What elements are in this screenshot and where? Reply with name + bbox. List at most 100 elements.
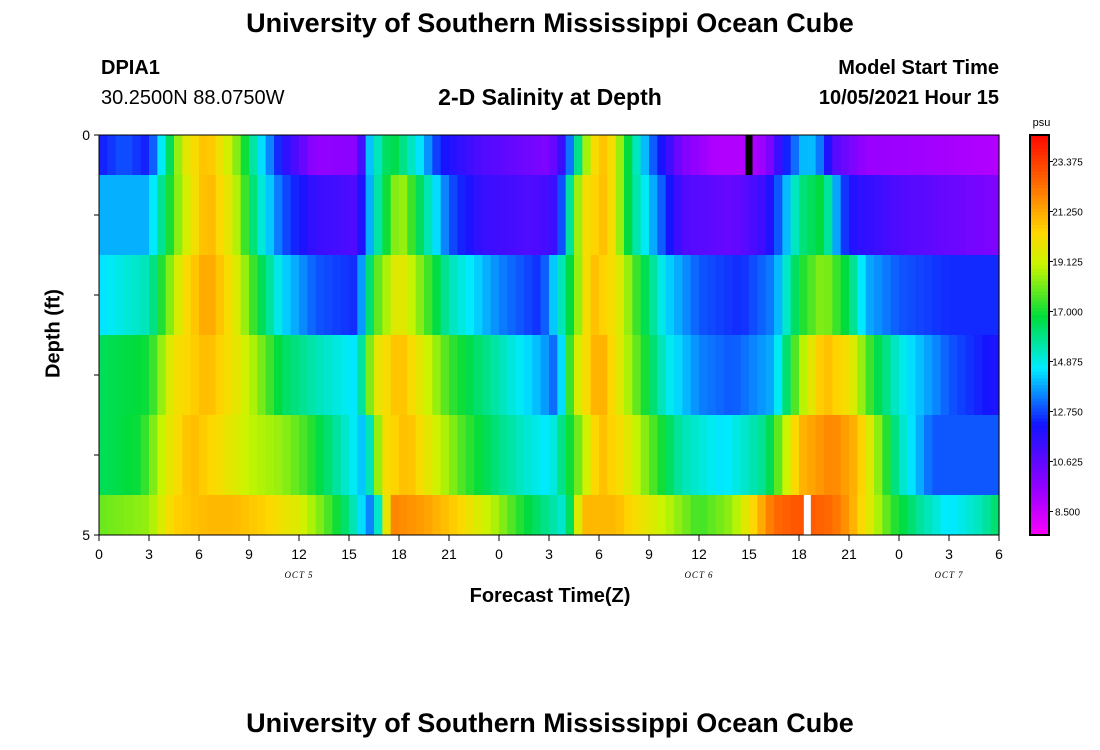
heatmap-cell [615, 495, 625, 535]
heatmap-cell [574, 415, 583, 495]
heatmap-cell [232, 135, 242, 175]
colorbar-segment [1030, 368, 1049, 373]
heatmap-cell [215, 135, 225, 175]
heatmap-cell [140, 335, 150, 415]
heatmap-cell [807, 255, 817, 335]
colorbar-segment [1030, 455, 1049, 459]
colorbar-tick-label: 21.250 [1052, 207, 1083, 218]
heatmap-cell [632, 495, 642, 535]
heatmap-cell [124, 135, 133, 175]
heatmap-cell [315, 335, 325, 415]
heatmap-cell [215, 335, 225, 415]
heatmap-cell [132, 335, 142, 415]
heatmap-cell [632, 415, 642, 495]
heatmap-cell [374, 135, 383, 175]
heatmap-cell [657, 415, 667, 495]
heatmap-cell [599, 495, 608, 535]
heatmap-cell [249, 135, 258, 175]
heatmap-cell [840, 255, 850, 335]
heatmap-cell [249, 255, 258, 335]
heatmap-cell [749, 415, 758, 495]
heatmap-cell [599, 335, 608, 415]
colorbar-segment [1030, 308, 1049, 313]
colorbar-segment [1030, 348, 1049, 353]
heatmap-cell [790, 175, 800, 255]
heatmap-cell [590, 335, 600, 415]
x-tick-label: 3 [945, 546, 953, 562]
colorbar-segment [1030, 275, 1049, 279]
heatmap-cell [849, 415, 858, 495]
colorbar-segment [1030, 361, 1049, 366]
heatmap-cell [140, 415, 150, 495]
heatmap-cell [315, 255, 325, 335]
heatmap-cell [799, 335, 808, 415]
heatmap-cell [432, 135, 442, 175]
colorbar-segment [1030, 408, 1049, 413]
heatmap-cell [957, 495, 967, 535]
heatmap-cell [440, 415, 450, 495]
heatmap-cell [899, 335, 908, 415]
heatmap-cell [749, 255, 758, 335]
colorbar-segment [1030, 358, 1049, 363]
heatmap-cell [749, 495, 758, 535]
colorbar-segment [1030, 158, 1049, 163]
heatmap-cell [790, 255, 800, 335]
heatmap-cell [940, 335, 950, 415]
heatmap-cell [732, 495, 742, 535]
colorbar-segment [1030, 271, 1049, 276]
heatmap-cell [590, 135, 600, 175]
heatmap-cell [124, 335, 133, 415]
colorbar-segment [1030, 501, 1049, 506]
heatmap-cell [132, 135, 142, 175]
heatmap-cell [199, 495, 208, 535]
heatmap-cell [932, 135, 942, 175]
heatmap-cell [190, 415, 200, 495]
heatmap-cell [774, 135, 783, 175]
heatmap-cell [657, 175, 667, 255]
heatmap-cell [765, 495, 775, 535]
heatmap-cell [949, 135, 958, 175]
colorbar-segment [1030, 165, 1049, 169]
heatmap-cell [774, 495, 783, 535]
colorbar-segment [1030, 291, 1049, 296]
heatmap-cell [182, 135, 192, 175]
heatmap-cell [174, 495, 183, 535]
heatmap-cell [290, 495, 300, 535]
colorbar-segment [1030, 228, 1049, 233]
colorbar-segment [1030, 255, 1049, 259]
heatmap-cell [574, 335, 583, 415]
heatmap-cell [765, 415, 775, 495]
colorbar-frame [1029, 134, 1050, 536]
heatmap-cell [407, 415, 417, 495]
date-label: OCT 7 [934, 570, 963, 580]
x-tick-label: 6 [195, 546, 203, 562]
heatmap-cell [799, 415, 808, 495]
heatmap-cell [349, 175, 358, 255]
heatmap-cell [640, 335, 650, 415]
heatmap-cell [590, 495, 600, 535]
heatmap-cell [924, 135, 933, 175]
heatmap-cell [340, 135, 350, 175]
heatmap-cell [824, 175, 833, 255]
colorbar-segment [1030, 378, 1049, 383]
heatmap-cell [499, 175, 508, 255]
heatmap-cell [365, 495, 375, 535]
heatmap-cell [899, 255, 908, 335]
heatmap-cell [490, 175, 500, 255]
colorbar-segment [1030, 148, 1049, 153]
heatmap-cell [249, 335, 258, 415]
heatmap-cell [457, 335, 467, 415]
heatmap-cell [940, 495, 950, 535]
heatmap-cell [540, 175, 550, 255]
colorbar-segment [1030, 301, 1049, 306]
heatmap-cell [940, 135, 950, 175]
heatmap-cell [890, 495, 900, 535]
heatmap-cell [865, 495, 875, 535]
heatmap-cell [865, 415, 875, 495]
heatmap-cell [207, 335, 217, 415]
heatmap-cell [132, 175, 142, 255]
heatmap-cell [324, 175, 333, 255]
heatmap-cell [699, 495, 708, 535]
colorbar-tick-label: 23.375 [1052, 157, 1083, 168]
x-tick-label: 12 [291, 546, 307, 562]
